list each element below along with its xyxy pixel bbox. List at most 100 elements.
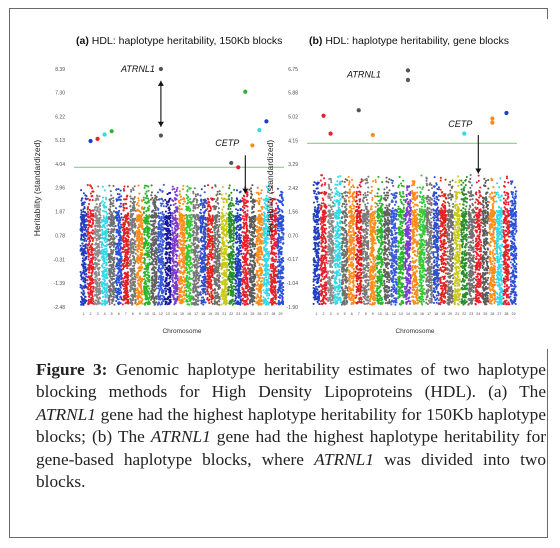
data-point	[176, 225, 179, 228]
data-point	[167, 281, 171, 284]
data-point	[153, 286, 156, 289]
data-point	[174, 276, 177, 279]
data-point	[158, 297, 161, 300]
data-point	[181, 216, 184, 219]
y-tick-label: -1.39	[54, 281, 66, 287]
data-point	[136, 220, 139, 223]
data-point	[115, 198, 118, 201]
data-point	[79, 270, 82, 273]
data-point	[180, 231, 184, 234]
data-point	[128, 250, 131, 254]
data-point	[128, 227, 131, 230]
data-point	[210, 243, 214, 246]
data-point	[207, 242, 210, 245]
data-point	[118, 195, 121, 199]
data-point	[152, 201, 155, 204]
data-point	[80, 295, 83, 298]
data-point	[175, 228, 178, 232]
data-point	[188, 239, 191, 242]
data-point	[114, 289, 117, 292]
data-point	[180, 251, 184, 254]
data-point	[165, 205, 168, 208]
data-point	[155, 297, 158, 300]
data-point	[164, 293, 167, 296]
data-point	[179, 215, 182, 218]
data-point	[111, 272, 114, 275]
data-point	[150, 216, 153, 219]
data-point	[140, 238, 143, 241]
data-point	[182, 184, 185, 188]
data-point	[193, 187, 196, 190]
data-point	[93, 303, 96, 306]
data-point	[118, 233, 121, 236]
data-point	[199, 247, 202, 250]
data-point	[171, 212, 174, 215]
data-point	[118, 261, 121, 264]
data-point	[96, 285, 99, 288]
data-point	[175, 220, 178, 223]
data-point	[171, 229, 174, 232]
data-point	[148, 295, 151, 299]
data-point	[165, 272, 169, 275]
data-point	[129, 205, 132, 208]
data-point	[117, 281, 120, 284]
data-point	[190, 213, 193, 216]
data-point	[145, 202, 148, 205]
data-point	[150, 281, 154, 284]
data-point	[109, 245, 112, 248]
y-tick-label: 7.30	[55, 91, 65, 97]
data-point	[144, 295, 147, 298]
data-point	[126, 271, 130, 274]
data-point	[171, 293, 174, 296]
data-point	[151, 261, 154, 264]
data-point	[206, 275, 209, 278]
data-point	[185, 276, 188, 279]
data-point	[102, 257, 105, 260]
data-point	[95, 194, 98, 197]
data-point	[92, 232, 95, 235]
data-point	[85, 269, 88, 272]
data-point	[125, 288, 128, 291]
panel-title: HDL: haplotype heritability, 150Kb block…	[89, 35, 283, 47]
data-point	[111, 264, 114, 267]
data-point	[192, 250, 196, 254]
data-point	[136, 257, 139, 260]
data-point	[80, 209, 83, 212]
data-point	[175, 300, 178, 303]
data-point	[208, 293, 211, 296]
data-point	[203, 250, 206, 253]
data-point	[115, 250, 118, 253]
data-point	[192, 279, 195, 282]
data-point	[158, 264, 161, 267]
data-point	[159, 226, 162, 229]
data-point	[117, 224, 120, 227]
data-point	[147, 298, 150, 301]
data-point	[89, 192, 92, 195]
data-point	[160, 301, 163, 304]
data-point	[160, 272, 163, 275]
data-point	[110, 251, 114, 254]
data-point	[126, 194, 129, 197]
data-point	[122, 209, 125, 212]
data-point	[109, 292, 112, 295]
data-point	[115, 296, 119, 299]
data-point	[182, 283, 185, 286]
data-point	[150, 297, 153, 300]
data-point	[94, 282, 97, 285]
data-point	[108, 301, 111, 304]
data-point	[172, 235, 176, 238]
data-point	[176, 240, 179, 243]
data-point	[82, 289, 85, 292]
data-point	[171, 265, 174, 268]
data-point	[125, 252, 128, 255]
data-point	[154, 255, 157, 258]
data-point	[79, 286, 82, 289]
data-point	[123, 189, 126, 192]
data-point	[172, 249, 175, 252]
data-point	[179, 232, 182, 236]
data-point	[168, 234, 172, 237]
data-point	[138, 278, 141, 281]
data-point	[196, 266, 199, 269]
data-point	[140, 235, 143, 238]
data-point	[197, 204, 200, 207]
